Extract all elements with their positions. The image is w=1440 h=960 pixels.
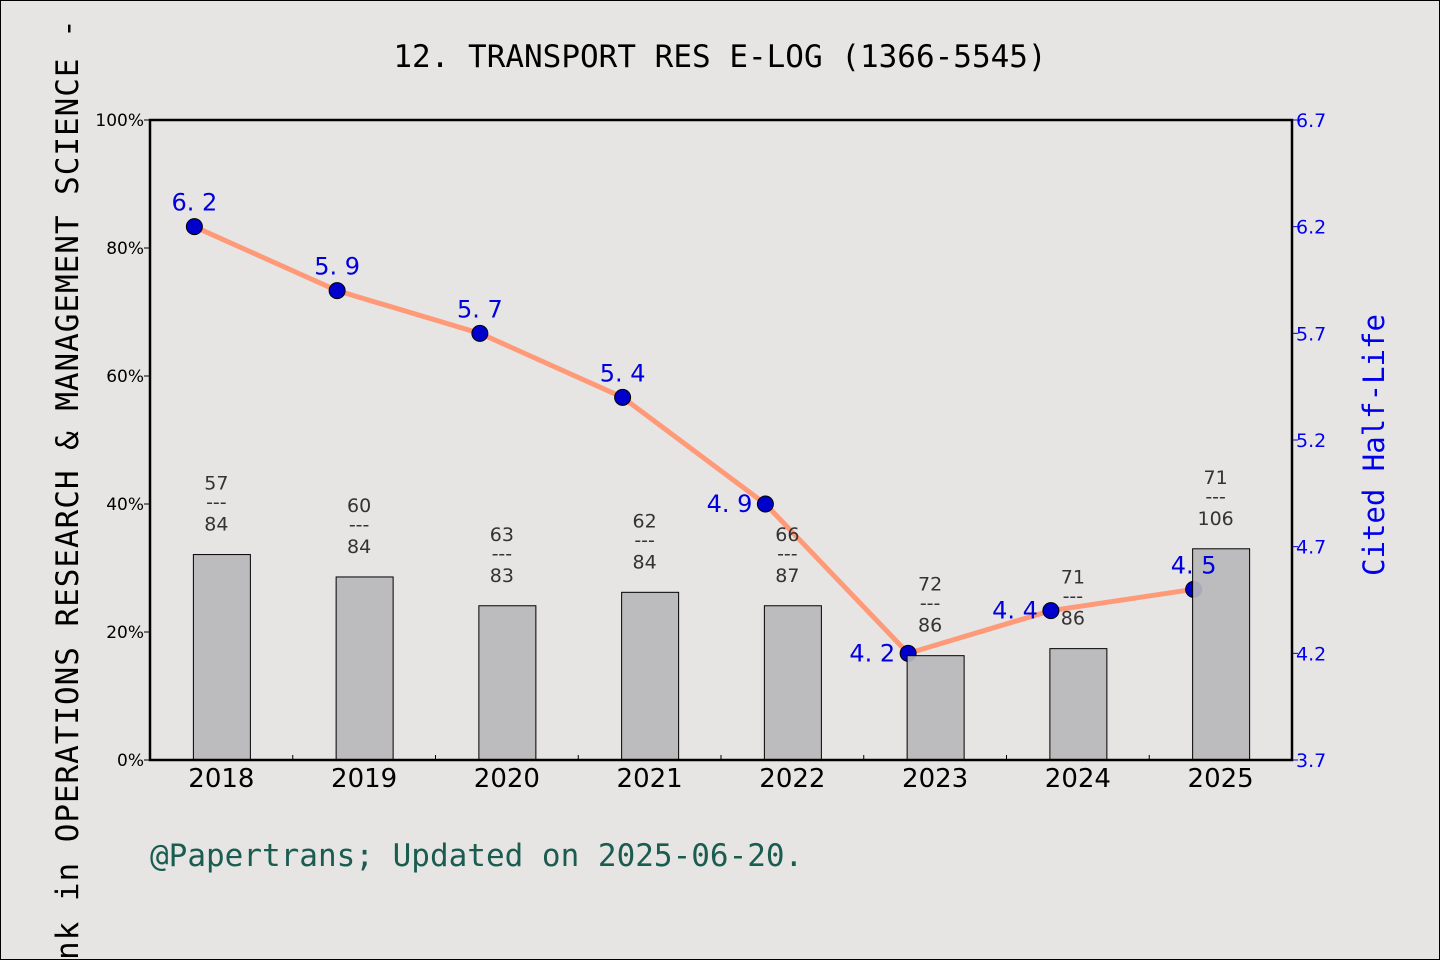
x-tick-label: 2022 [759,764,825,794]
chart-title: 12. TRANSPORT RES E-LOG (1366-5545) [393,39,1046,75]
y2-tick-label: 3.7 [1296,750,1326,772]
rank-label: 60 [347,495,371,517]
rank-separator: --- [349,514,370,536]
x-tick-label: 2024 [1045,764,1111,794]
series-line [193,224,1194,657]
y2-tick-label: 4.2 [1296,643,1326,665]
line-point [471,324,489,342]
y2-tick-label: 5.7 [1296,323,1326,345]
rank-separator: --- [1063,586,1084,608]
y-tick-label: 100% [95,111,144,131]
line-value-label: 5. 4 [600,359,646,387]
bar [1192,548,1251,761]
x-tick-label: 2020 [474,764,540,794]
rank-separator: --- [634,529,655,551]
total-label: 86 [1061,608,1085,630]
total-label: 84 [347,536,371,558]
total-label: 106 [1197,508,1233,530]
bar [192,554,251,761]
total-label: 84 [204,514,228,536]
rank-label: 71 [1204,467,1228,489]
total-label: 84 [633,551,657,573]
total-label: 83 [490,565,514,587]
rank-label: 63 [490,524,514,546]
bar [763,605,822,761]
bar [621,591,680,761]
y-tick-label: 60% [106,367,144,387]
y-tick-label: 0% [117,751,144,771]
rank-label: 62 [633,510,657,532]
bar [335,576,394,761]
line-point [756,495,774,513]
x-tick-label: 2019 [331,764,397,794]
line-value-label: 5. 9 [314,253,360,281]
y2-axis-label: Cited Half-Life [1357,314,1391,576]
rank-label: 71 [1061,567,1085,589]
line-value-label: 4. 9 [707,490,753,518]
line-point [614,388,632,406]
rank-label: 57 [204,473,228,495]
x-tick-label: 2018 [188,764,254,794]
total-label: 86 [918,615,942,637]
y2-tick-label: 6.7 [1296,110,1326,132]
rank-label: 72 [918,574,942,596]
rank-separator: --- [206,492,227,514]
rank-label: 66 [775,524,799,546]
y-tick-label: 80% [106,239,144,259]
y-tick-label: 40% [106,495,144,515]
plot-border [148,118,1294,762]
bar [1049,648,1108,761]
x-tick-label: 2025 [1188,764,1254,794]
footer-note: @Papertrans; Updated on 2025-06-20. [150,838,803,874]
line-point [185,218,203,236]
bar [478,605,537,761]
line-value-label: 4. 2 [849,639,895,667]
bar [906,655,965,761]
rank-separator: --- [777,543,798,565]
line-value-label: 5. 7 [457,295,503,323]
line-value-label: 4. 4 [992,597,1038,625]
y2-tick-label: 4.7 [1296,537,1326,559]
y2-tick-label: 5.2 [1296,430,1326,452]
rank-separator: --- [492,543,513,565]
x-tick-label: 2023 [902,764,968,794]
rank-separator: --- [920,593,941,615]
line-value-label: 4. 5 [1171,551,1217,579]
y-tick-label: 20% [106,623,144,643]
total-label: 87 [775,565,799,587]
rank-separator: --- [1205,486,1226,508]
line-point [328,282,346,300]
y2-tick-label: 6.2 [1296,217,1326,239]
line-value-label: 6. 2 [171,189,217,217]
line-point [1042,602,1060,620]
y-axis-label: nk in OPERATIONS RESEARCH & MANAGEMENT S… [50,0,86,960]
x-tick-label: 2021 [617,764,683,794]
